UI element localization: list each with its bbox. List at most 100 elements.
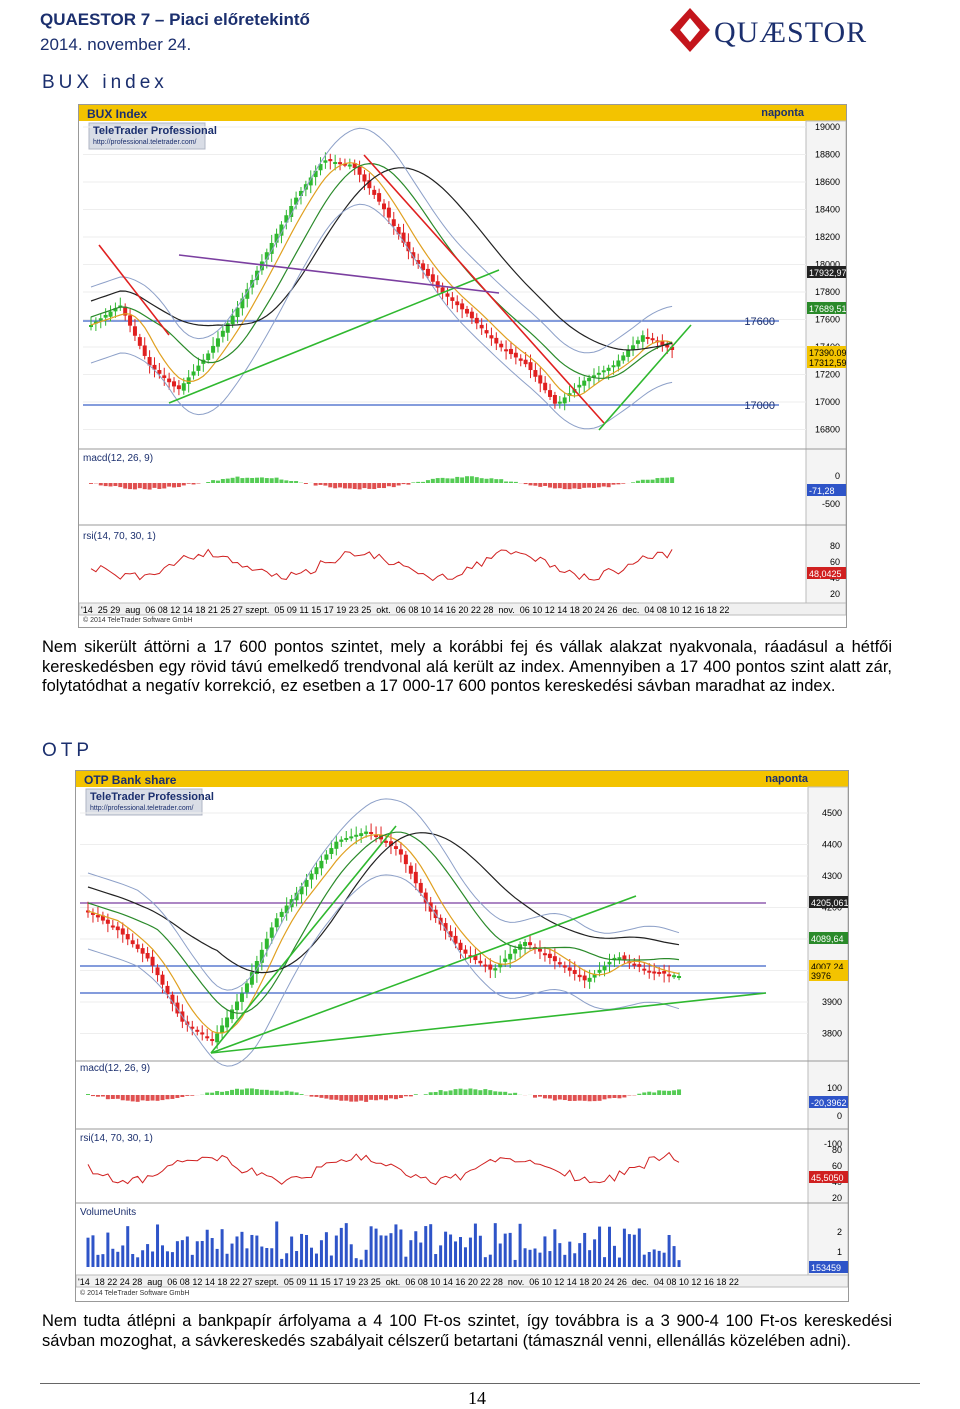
level-label: 17000 (744, 400, 775, 412)
candle-body (116, 927, 120, 931)
candle-body (359, 833, 363, 836)
volume-bar (310, 1248, 313, 1267)
macd-bar (602, 483, 606, 487)
volume-bar (206, 1230, 209, 1267)
macd-bar (499, 479, 503, 483)
macd-tick-label: 100 (827, 1083, 842, 1093)
macd-bar (603, 1095, 607, 1099)
candle-body (314, 867, 318, 874)
macd-bar (483, 1089, 487, 1095)
macd-bar (475, 477, 479, 483)
candle-body (494, 338, 498, 344)
macd-bar (343, 483, 347, 488)
candle-body (339, 840, 343, 842)
macd-bar (436, 478, 440, 483)
macd-bar (641, 480, 645, 483)
macd-bar (493, 1091, 497, 1095)
macd-bar (221, 479, 225, 483)
volume-bar (156, 1224, 159, 1267)
candle-body (369, 832, 373, 834)
macd-bar (404, 1095, 408, 1096)
candle-body (104, 315, 108, 318)
y-tick-label: 18600 (815, 177, 840, 187)
macd-bar (621, 483, 625, 484)
candle-body (151, 957, 155, 966)
macd-bar (543, 1095, 547, 1098)
macd-bar (323, 483, 327, 486)
candle-body (489, 335, 493, 338)
macd-bar (665, 478, 669, 483)
volume-bar (126, 1226, 129, 1267)
macd-bar (133, 483, 137, 489)
candle-body (616, 360, 620, 366)
macd-bar (99, 483, 103, 485)
candle-body (221, 331, 225, 337)
volume-bar (151, 1251, 154, 1267)
macd-bar (220, 1092, 224, 1095)
candle-body (657, 972, 661, 974)
candle-body (533, 370, 537, 377)
candle-body (646, 337, 650, 339)
macd-bar (529, 483, 533, 485)
candle-body (372, 190, 376, 195)
macd-bar (514, 482, 518, 483)
y-tick-label: 4300 (822, 871, 842, 881)
macd-bar (509, 482, 513, 483)
macd-bar (677, 1089, 681, 1095)
macd-bar (231, 478, 235, 483)
otp-chart-svg: 450044004300420041004000390038004205,061… (76, 771, 848, 1301)
moving-average-mid (88, 832, 679, 1013)
candle-body (182, 383, 186, 390)
title-bar (76, 771, 848, 787)
macd-bar (454, 1089, 458, 1095)
volume-bar (335, 1236, 338, 1267)
macd-bar (513, 1093, 517, 1095)
otp-frequency: naponta (765, 773, 808, 785)
macd-bar (498, 1092, 502, 1095)
macd-bar (577, 483, 581, 489)
macd-bar (300, 1094, 304, 1095)
macd-bar (508, 1093, 512, 1095)
candle-body (225, 1017, 229, 1027)
macd-bar (489, 478, 493, 483)
macd-bar (348, 483, 352, 488)
candle-body (409, 866, 413, 874)
volume-bar (414, 1231, 417, 1267)
macd-bar (240, 1090, 244, 1095)
price-tag-label: 4205,061 (811, 898, 848, 908)
candle-body (626, 350, 630, 357)
volume-bar (648, 1252, 651, 1267)
macd-bar (582, 483, 586, 488)
candle-body (538, 375, 542, 383)
candle-body (578, 975, 582, 977)
candle-body (285, 906, 289, 914)
rsi-tick-label: 20 (830, 589, 840, 599)
candle-body (631, 345, 635, 349)
volume-bar (181, 1240, 184, 1267)
candle-body (414, 872, 418, 883)
candle-body (106, 920, 110, 924)
candle-body (608, 962, 612, 964)
volume-bar (196, 1241, 199, 1267)
macd-bar (156, 1095, 160, 1101)
macd-bar (353, 483, 357, 489)
volume-bar (270, 1248, 273, 1267)
volume-bar (355, 1258, 358, 1267)
candle-body (558, 402, 562, 404)
macd-bar (225, 1091, 229, 1095)
volume-bar (191, 1255, 194, 1267)
macd-bar (265, 478, 269, 483)
macd-bar (503, 1092, 507, 1095)
macd-bar (289, 481, 293, 483)
macd-bar (255, 478, 259, 483)
macd-bar (230, 1090, 234, 1095)
bux-commentary: Nem sikerült áttörni a 17 600 pontos szi… (42, 638, 892, 697)
candle-body (622, 955, 626, 959)
candle-body (455, 301, 459, 305)
macd-bar (210, 1093, 214, 1095)
rsi-tick-label: 80 (830, 541, 840, 551)
volume-bar (593, 1239, 596, 1267)
bux-provider: TeleTrader Professional (93, 125, 217, 137)
macd-bar (382, 483, 386, 488)
bux-chart-svg: 1900018800186001840018200180001780017600… (79, 105, 846, 627)
